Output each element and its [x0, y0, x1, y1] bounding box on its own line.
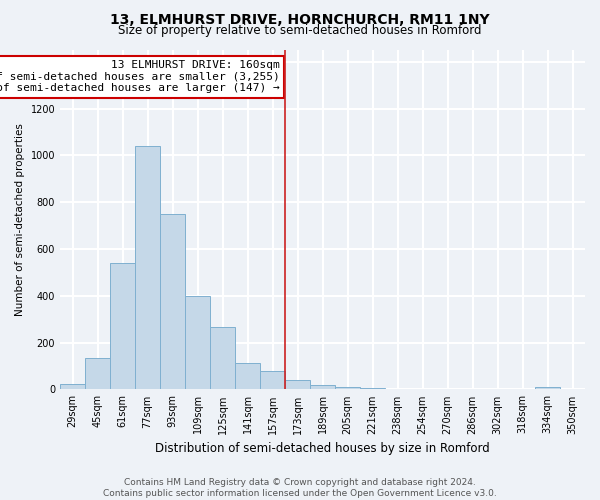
Text: 13 ELMHURST DRIVE: 160sqm
← 96% of semi-detached houses are smaller (3,255)
4% o: 13 ELMHURST DRIVE: 160sqm ← 96% of semi-…	[0, 60, 280, 94]
Bar	[85, 358, 110, 390]
Bar	[210, 328, 235, 390]
Bar	[60, 384, 85, 390]
Bar	[335, 387, 360, 390]
Bar	[135, 146, 160, 390]
Text: 13, ELMHURST DRIVE, HORNCHURCH, RM11 1NY: 13, ELMHURST DRIVE, HORNCHURCH, RM11 1NY	[110, 12, 490, 26]
Text: Contains HM Land Registry data © Crown copyright and database right 2024.
Contai: Contains HM Land Registry data © Crown c…	[103, 478, 497, 498]
X-axis label: Distribution of semi-detached houses by size in Romford: Distribution of semi-detached houses by …	[155, 442, 490, 455]
Bar	[185, 296, 210, 390]
Bar	[260, 370, 285, 390]
Bar	[360, 388, 385, 390]
Bar	[535, 387, 560, 390]
Bar	[110, 263, 135, 390]
Bar	[285, 380, 310, 390]
Bar	[160, 214, 185, 390]
Text: Size of property relative to semi-detached houses in Romford: Size of property relative to semi-detach…	[118, 24, 482, 37]
Y-axis label: Number of semi-detached properties: Number of semi-detached properties	[15, 124, 25, 316]
Bar	[235, 362, 260, 390]
Bar	[310, 384, 335, 390]
